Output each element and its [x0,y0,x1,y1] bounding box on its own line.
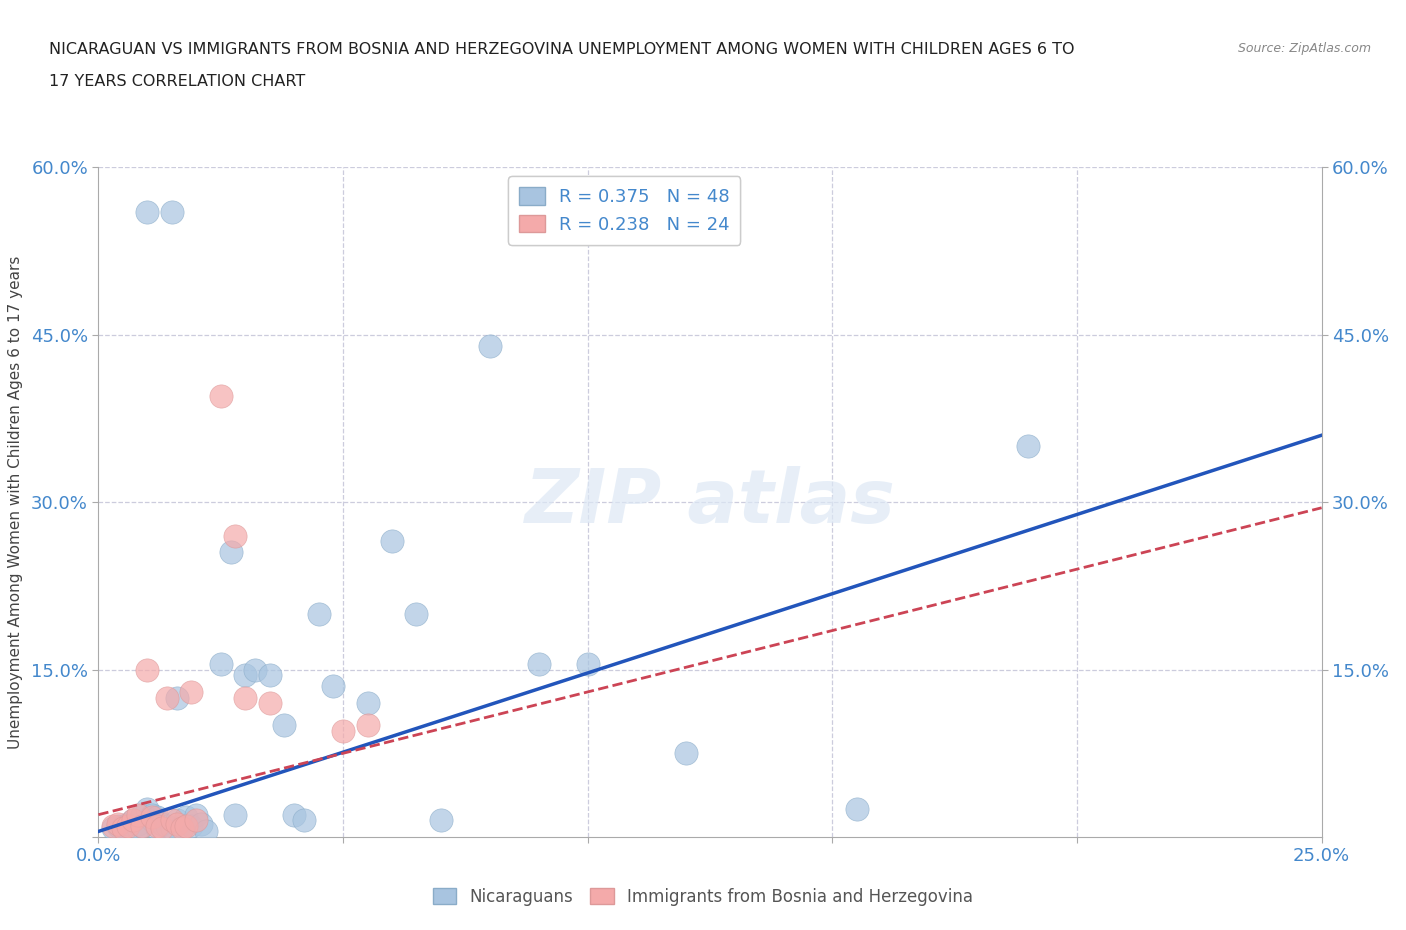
Y-axis label: Unemployment Among Women with Children Ages 6 to 17 years: Unemployment Among Women with Children A… [7,256,22,749]
Text: 17 YEARS CORRELATION CHART: 17 YEARS CORRELATION CHART [49,74,305,89]
Point [141,809,163,824]
Point [107,818,129,833]
Point [131,818,153,833]
Point [136,662,159,677]
Point [141,807,163,822]
Point [166,813,188,828]
Point [405,606,427,621]
Point [117,818,139,833]
Point [1017,439,1039,454]
Point [150,817,173,831]
Text: Source: ZipAtlas.com: Source: ZipAtlas.com [1237,42,1371,55]
Point [224,807,246,822]
Point [186,807,208,822]
Point [131,807,153,822]
Point [101,818,124,833]
Point [166,690,188,705]
Point [136,205,159,219]
Point [156,818,179,833]
Point [160,205,183,219]
Point [675,746,697,761]
Point [121,813,143,828]
Point [233,690,256,705]
Point [170,820,193,835]
Point [160,813,183,828]
Point [166,817,188,831]
Point [273,718,295,733]
Point [356,718,378,733]
Point [527,657,550,671]
Point [150,820,173,835]
Point [381,534,404,549]
Point [127,820,149,835]
Point [233,668,256,683]
Point [186,813,208,828]
Point [259,696,281,711]
Point [209,389,232,404]
Point [176,809,198,824]
Point [180,684,202,699]
Point [243,662,266,677]
Point [176,818,198,833]
Point [111,820,134,835]
Point [160,820,183,835]
Point [127,817,149,831]
Point [356,696,378,711]
Point [292,813,315,828]
Point [127,807,149,822]
Point [259,668,281,683]
Point [170,818,193,833]
Point [224,528,246,543]
Point [141,813,163,828]
Point [180,818,202,833]
Point [146,818,169,833]
Point [101,820,124,835]
Text: ZIP atlas: ZIP atlas [524,466,896,538]
Point [195,824,218,839]
Point [136,802,159,817]
Point [219,545,242,560]
Point [308,606,330,621]
Point [283,807,305,822]
Point [146,809,169,824]
Point [111,818,134,833]
Point [322,679,344,694]
Point [117,817,139,831]
Point [131,818,153,833]
Text: NICARAGUAN VS IMMIGRANTS FROM BOSNIA AND HERZEGOVINA UNEMPLOYMENT AMONG WOMEN WI: NICARAGUAN VS IMMIGRANTS FROM BOSNIA AND… [49,42,1074,57]
Point [156,690,179,705]
Point [209,657,232,671]
Point [332,724,354,738]
Point [107,817,129,831]
Point [845,802,868,817]
Point [478,339,501,353]
Legend: Nicaraguans, Immigrants from Bosnia and Herzegovina: Nicaraguans, Immigrants from Bosnia and … [426,881,980,912]
Point [121,813,143,828]
Point [576,657,599,671]
Point [146,820,169,835]
Point [190,817,212,831]
Point [430,813,453,828]
Legend: R = 0.375   N = 48, R = 0.238   N = 24: R = 0.375 N = 48, R = 0.238 N = 24 [509,177,741,245]
